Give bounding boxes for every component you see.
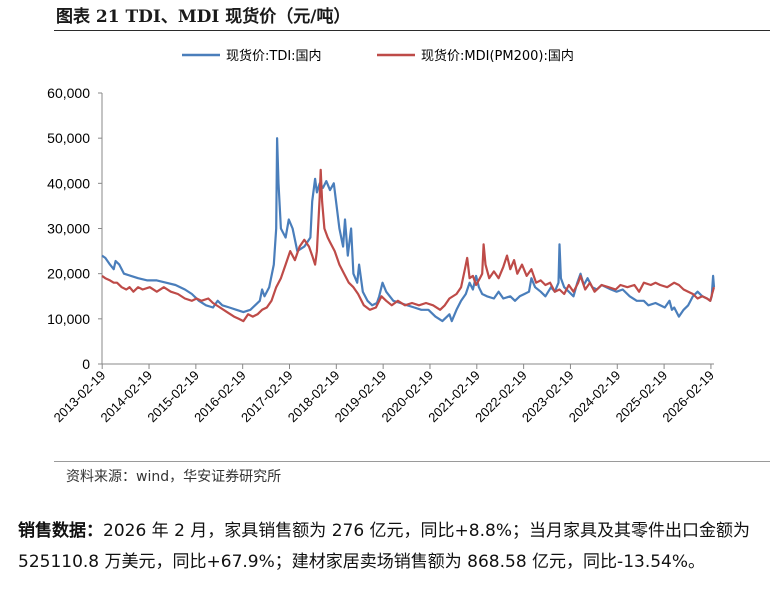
legend-label-mdi: 现货价:MDI(PM200):国内 — [421, 48, 574, 64]
source-divider — [54, 461, 770, 462]
price-line-chart: 现货价:TDI:国内 现货价:MDI(PM200):国内 0 10,000 20,00… — [47, 48, 717, 425]
y-tick-label: 10,000 — [47, 311, 90, 327]
figure-title: 图表 21 TDI、MDI 现货价（元/吨） — [56, 7, 351, 27]
legend-label-tdi: 现货价:TDI:国内 — [226, 48, 322, 64]
y-tick-label: 30,000 — [47, 221, 90, 237]
y-axis: 0 10,000 20,000 30,000 40,000 50,000 60,000 — [47, 85, 103, 372]
y-tick-label: 40,000 — [47, 175, 90, 191]
y-tick-label: 0 — [82, 356, 90, 372]
summary-text: 2026 年 2 月，家具销售额为 276 亿元，同比+8.8%；当月家具及其零… — [18, 521, 750, 572]
title-divider — [54, 30, 770, 31]
y-tick-label: 50,000 — [47, 130, 90, 146]
sales-summary: 销售数据：2026 年 2 月，家具销售额为 276 亿元，同比+8.8%；当月… — [18, 516, 768, 578]
source-note: 资料来源：wind，华安证券研究所 — [66, 469, 282, 485]
tdi-price-line — [101, 137, 716, 323]
mdi-price-line — [101, 168, 716, 323]
chart-series — [101, 137, 716, 323]
y-tick-label: 60,000 — [47, 85, 90, 101]
x-axis: 2013-02-192014-02-192015-02-192016-02-19… — [51, 363, 717, 425]
y-tick-label: 20,000 — [47, 266, 90, 282]
chart-legend: 现货价:TDI:国内 现货价:MDI(PM200):国内 — [182, 48, 574, 64]
summary-label: 销售数据： — [18, 521, 103, 541]
